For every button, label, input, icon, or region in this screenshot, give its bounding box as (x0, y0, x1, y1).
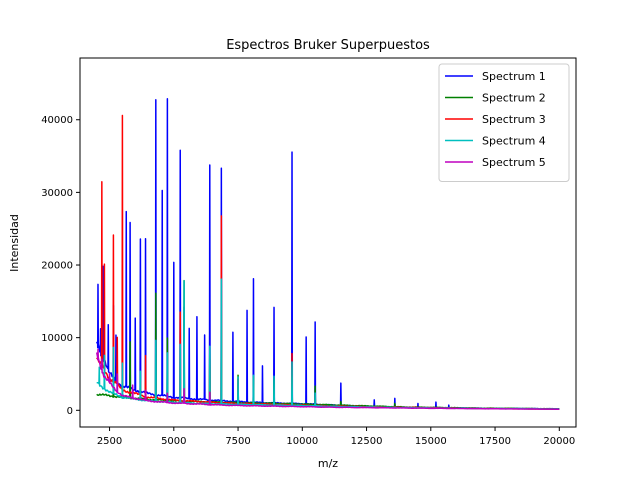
y-tick-label: 10000 (41, 333, 73, 344)
x-tick-label: 20000 (543, 436, 575, 447)
legend-label: Spectrum 3 (482, 113, 546, 126)
legend-label: Spectrum 5 (482, 156, 546, 169)
plot-frame (79, 57, 577, 428)
x-tick-label: 17500 (479, 436, 511, 447)
y-tick-label: 20000 (41, 261, 73, 272)
y-tick-label: 40000 (41, 115, 73, 126)
legend-box (438, 63, 570, 182)
y-tick-label: 30000 (41, 188, 73, 199)
y-tick-label: 0 (67, 406, 73, 417)
x-tick-label: 15000 (415, 436, 447, 447)
series-line-5 (95, 348, 560, 411)
legend: Spectrum 1 Spectrum 2 Spectrum 3 Spectrum 4… (438, 63, 570, 182)
chart-title: Espectros Bruker Superpuestos (226, 38, 430, 53)
legend-label: Spectrum 4 (482, 135, 546, 148)
legend-label: Spectrum 1 (482, 70, 546, 83)
y-axis: 0 10000 20000 30000 40000 (41, 115, 80, 417)
x-axis: 2500 5000 7500 10000 12500 15000 17500 20000 (97, 427, 575, 447)
series-layer (95, 97, 560, 411)
legend-label: Spectrum 2 (482, 92, 546, 105)
x-tick-label: 2500 (97, 436, 122, 447)
y-axis-label: Intensidad (8, 214, 21, 272)
x-axis-label: m/z (318, 457, 338, 470)
x-tick-label: 12500 (351, 436, 383, 447)
x-tick-label: 10000 (286, 436, 318, 447)
x-tick-label: 5000 (161, 436, 186, 447)
x-tick-label: 7500 (225, 436, 250, 447)
